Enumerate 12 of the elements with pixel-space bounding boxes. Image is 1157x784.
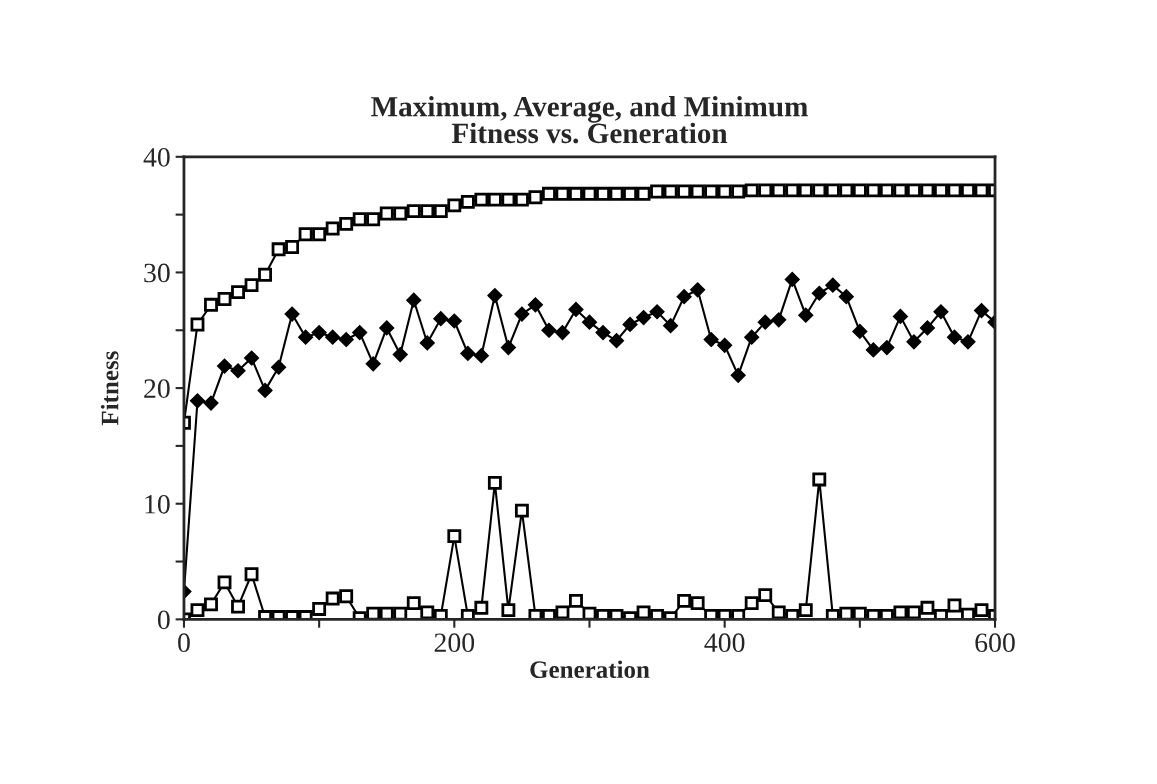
y-axis-title: Fitness — [100, 351, 119, 426]
x-tick-label: 600 — [975, 633, 1015, 653]
x-tick-label: 400 — [704, 633, 745, 653]
y-tick-label: 30 — [144, 263, 170, 283]
x-tick-label: 200 — [434, 633, 475, 653]
y-tick-label: 10 — [145, 494, 170, 514]
chart-title: Maximum, Average, and Minimum Fitness vs. Generation — [371, 95, 808, 144]
x-tick-label: 0 — [178, 633, 190, 653]
y-tick-label: 40 — [143, 147, 170, 167]
x-axis-title: Generation — [530, 660, 650, 679]
y-tick-label: 20 — [144, 379, 170, 398]
y-tick-label: 0 — [157, 610, 170, 630]
